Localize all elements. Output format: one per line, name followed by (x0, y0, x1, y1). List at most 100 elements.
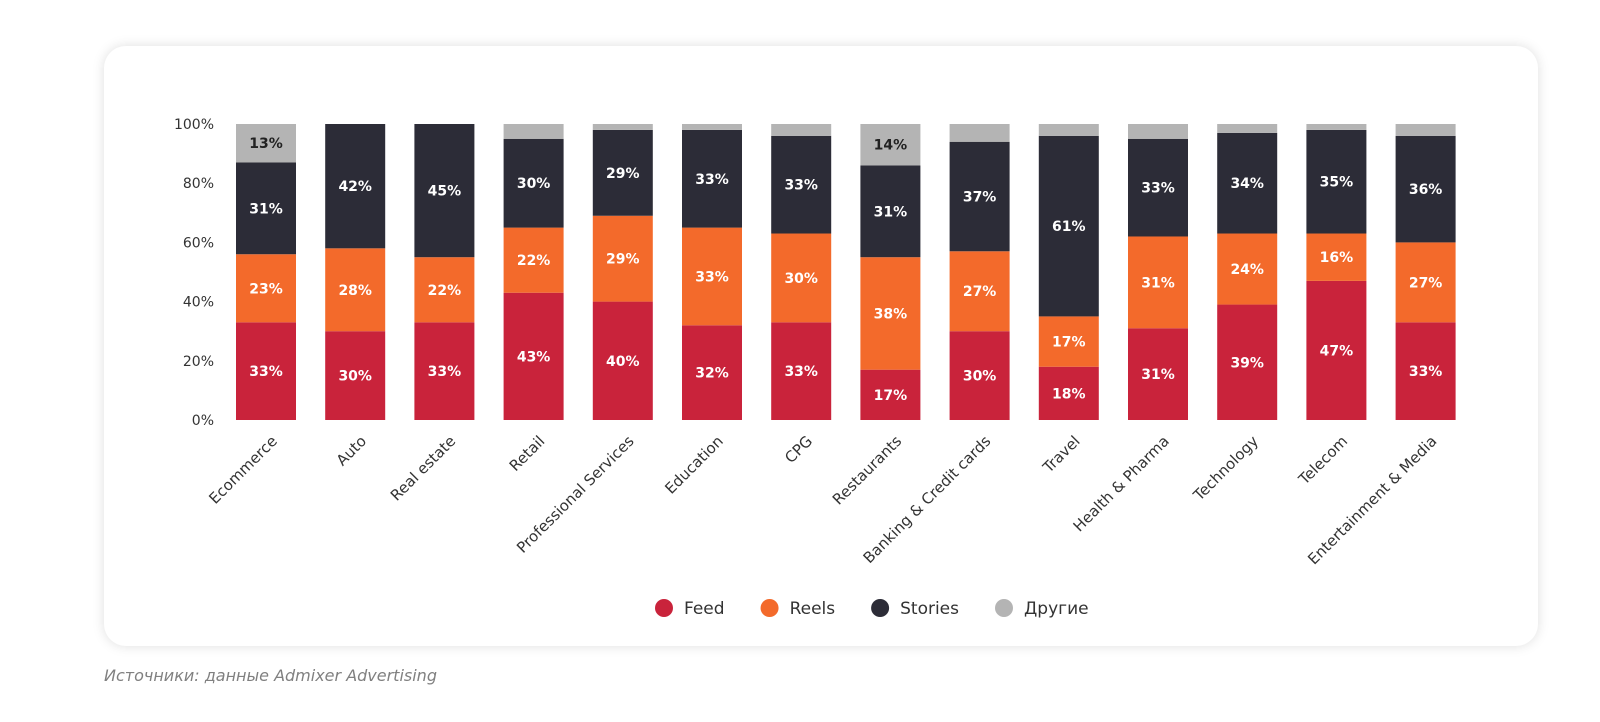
category-label: Health & Pharma (1070, 432, 1173, 535)
data-label: 14% (874, 138, 908, 154)
data-label: 13% (249, 136, 283, 152)
data-label: 22% (428, 283, 462, 299)
category-label: Education (661, 432, 727, 498)
bar-segment-stories (503, 138, 564, 228)
source-note: Источники: данные Admixer Advertising (104, 666, 437, 685)
data-label: 33% (428, 364, 462, 380)
bar-segment-feed (1395, 322, 1456, 420)
data-label: 30% (338, 369, 372, 385)
data-label: 31% (249, 201, 283, 217)
data-label: 31% (874, 204, 908, 220)
bar-segment-stories (771, 135, 832, 234)
category-label: Retail (506, 432, 549, 475)
legend-marker (655, 599, 673, 617)
data-label: 43% (517, 349, 551, 365)
data-label: 39% (1230, 355, 1264, 371)
bar-segment-другие (1395, 124, 1456, 136)
bar-segment-feed (592, 301, 653, 420)
y-tick-label: 20% (183, 354, 214, 370)
bar-segment-reels (949, 251, 1010, 332)
data-label: 33% (695, 172, 729, 188)
category-label: Travel (1039, 432, 1084, 477)
bar-segment-другие (236, 124, 296, 163)
data-label: 33% (1141, 181, 1175, 197)
bar-segment-другие (1217, 124, 1278, 133)
data-label: 22% (517, 253, 551, 269)
legend-label: Reels (790, 599, 836, 619)
data-label: 17% (874, 388, 908, 404)
legend-label: Stories (900, 599, 959, 619)
data-label: 33% (784, 178, 818, 194)
data-label: 28% (338, 283, 372, 299)
category-label: CPG (781, 432, 816, 467)
data-label: 61% (1052, 219, 1086, 235)
bar-segment-stories (949, 141, 1010, 252)
y-tick-label: 60% (183, 235, 214, 251)
data-label: 16% (1320, 250, 1354, 266)
data-label: 24% (1230, 262, 1264, 278)
bar-segment-feed (503, 292, 564, 420)
data-label: 29% (606, 252, 640, 268)
data-label: 31% (1141, 275, 1175, 291)
legend-label: Другие (1024, 599, 1089, 619)
category-label: Restaurants (829, 432, 905, 508)
bar-segment-stories (682, 129, 742, 228)
data-label: 27% (963, 284, 997, 300)
bar-segment-reels (1128, 236, 1188, 329)
bar-segment-feed (414, 322, 475, 420)
bar-segment-feed (771, 322, 832, 420)
bar-segment-feed (1217, 304, 1278, 420)
category-label: Ecommerce (205, 432, 280, 507)
data-label: 38% (874, 306, 908, 322)
bar-segment-feed (1038, 366, 1099, 420)
data-label: 34% (1230, 176, 1264, 192)
bar-segment-stories (325, 124, 386, 249)
legend-label: Feed (684, 599, 725, 619)
category-label: Real estate (387, 432, 459, 504)
bar-segment-reels (771, 233, 832, 323)
bar-segment-reels (860, 257, 921, 370)
bar-segment-feed (682, 325, 742, 420)
bar-segment-feed (236, 322, 296, 420)
legend-marker (871, 599, 890, 617)
category-label: Technology (1189, 432, 1262, 505)
bar-segment-stories (592, 129, 653, 216)
data-label: 33% (1409, 364, 1443, 380)
bar-segment-другие (1128, 124, 1188, 139)
data-label: 45% (428, 184, 462, 200)
bar-segment-другие (682, 124, 742, 130)
data-label: 33% (784, 364, 818, 380)
bar-segment-другие (503, 124, 564, 139)
data-label: 30% (517, 176, 551, 192)
bar-segment-stories (414, 124, 475, 258)
y-tick-label: 80% (183, 176, 214, 192)
category-label: Telecom (1294, 432, 1351, 489)
data-label: 30% (963, 369, 997, 385)
bar-segment-stories (860, 165, 921, 258)
bar-segment-reels (592, 215, 653, 302)
bar-segment-feed (949, 331, 1010, 420)
bar-segment-reels (325, 248, 386, 332)
bar-segment-feed (1128, 328, 1188, 420)
data-label: 32% (695, 366, 729, 382)
y-tick-label: 100% (174, 117, 214, 133)
data-label: 31% (1141, 367, 1175, 383)
category-label: Auto (333, 432, 370, 469)
bar-segment-stories (1128, 138, 1188, 237)
data-label: 37% (963, 190, 997, 206)
bar-segment-stories (236, 162, 296, 255)
bar-segment-другие (949, 124, 1010, 142)
bar-segment-reels (1395, 242, 1456, 323)
bar-segment-reels (414, 257, 475, 323)
data-label: 29% (606, 166, 640, 182)
data-label: 33% (695, 269, 729, 285)
bar-segment-stories (1217, 132, 1278, 234)
bar-segment-другие (1038, 124, 1099, 136)
bar-segment-stories (1395, 135, 1456, 243)
bar-segment-reels (1306, 233, 1367, 281)
data-label: 33% (249, 364, 283, 380)
y-tick-label: 40% (183, 295, 214, 311)
data-label: 17% (1052, 335, 1086, 351)
bar-segment-другие (1306, 124, 1367, 130)
